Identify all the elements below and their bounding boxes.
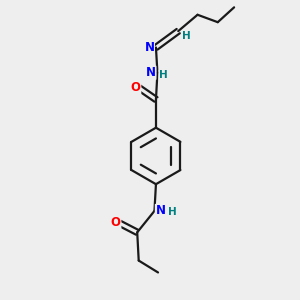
Text: O: O	[111, 216, 121, 229]
Text: N: N	[155, 204, 165, 218]
Text: O: O	[131, 81, 141, 94]
Text: H: H	[168, 206, 177, 217]
Text: N: N	[144, 41, 154, 54]
Text: H: H	[182, 32, 190, 41]
Text: H: H	[159, 70, 168, 80]
Text: N: N	[146, 66, 156, 79]
